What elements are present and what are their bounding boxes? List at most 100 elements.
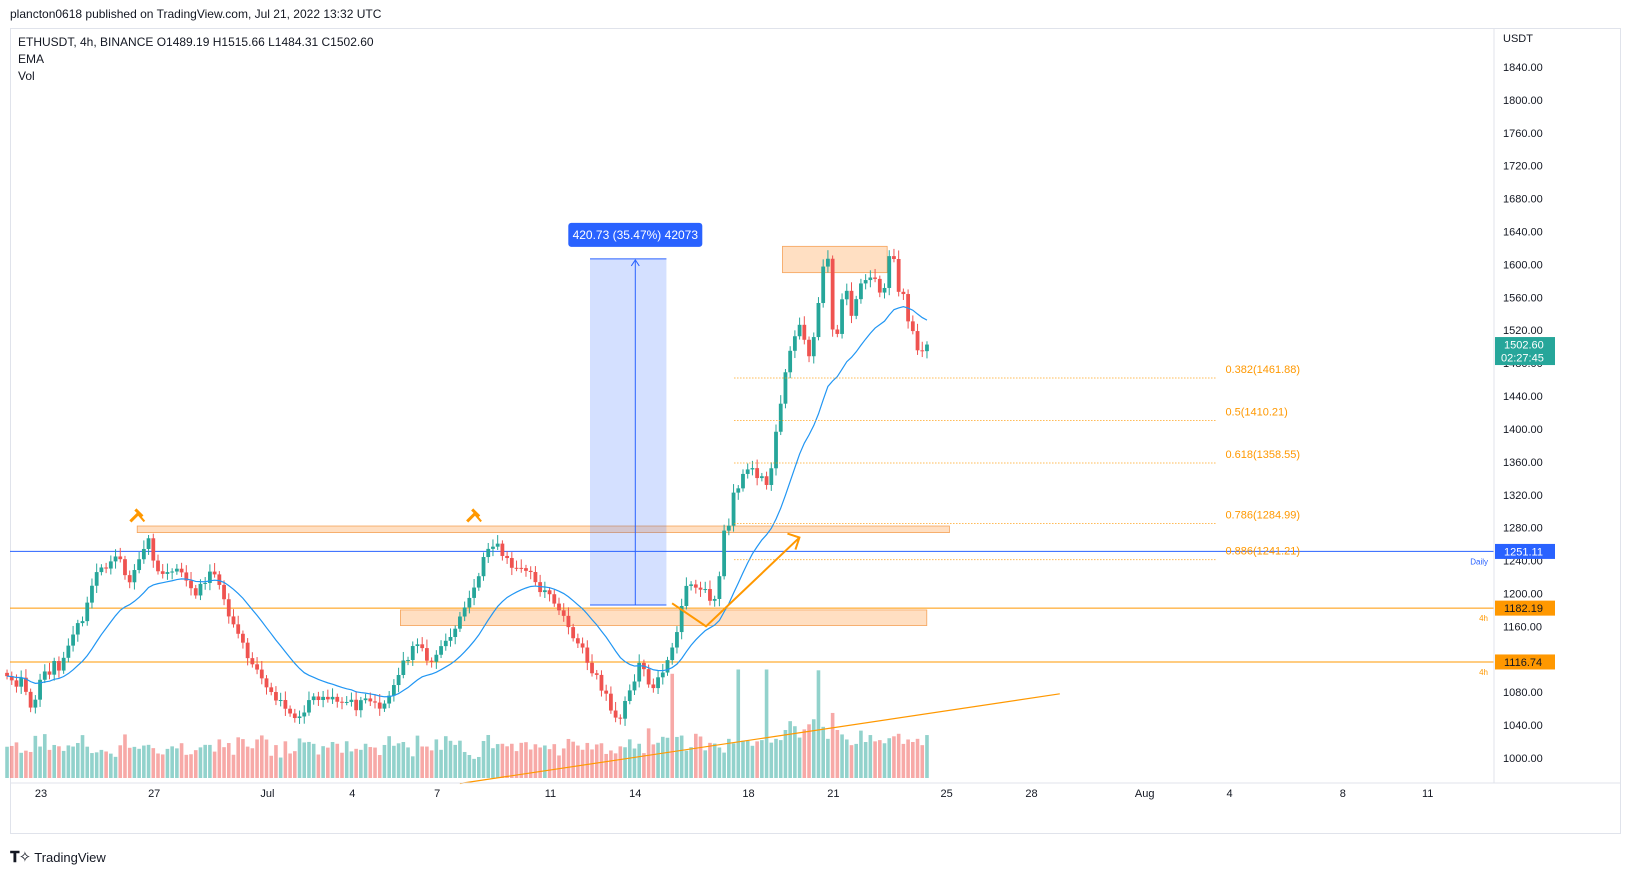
candle-body — [448, 636, 453, 641]
volume-bar — [425, 746, 429, 778]
candle-body — [792, 336, 797, 351]
candle-body — [892, 256, 896, 259]
volume-bar — [660, 736, 665, 778]
volume-bar — [925, 735, 929, 778]
candle-body — [425, 648, 429, 661]
candle-body — [736, 488, 741, 493]
candle-body — [52, 661, 57, 675]
price-label-value: 1502.60 — [1504, 340, 1544, 352]
candle-body — [127, 575, 132, 583]
fib-layer: 0.382(1461.88) 0.5(1410.21) 0.618(1358.55)… — [734, 364, 1300, 561]
resistance-zone — [782, 245, 888, 274]
volume-bar — [500, 743, 505, 778]
time-tick-label: 8 — [1340, 788, 1346, 800]
candle-body — [557, 603, 561, 611]
candle-body — [604, 690, 609, 694]
volume-bar — [467, 755, 472, 778]
candle-body — [651, 684, 656, 689]
candle-body — [439, 646, 443, 655]
price-label-value: 1251.11 — [1504, 546, 1543, 558]
neckline-zone — [136, 525, 950, 534]
candle-body — [717, 576, 722, 599]
candle-body — [38, 679, 42, 700]
volume-bar — [71, 746, 75, 778]
volume-bar — [585, 742, 590, 778]
level-tag: 4h — [1479, 614, 1488, 623]
volume-bar — [802, 729, 807, 778]
candle-body — [807, 339, 811, 357]
volume-bar — [613, 753, 618, 778]
price-tick-label: 1800.00 — [1503, 95, 1543, 107]
candle-body — [174, 568, 179, 572]
rising-trendline — [459, 693, 1060, 785]
volume-bar — [245, 746, 250, 778]
candle-body — [514, 567, 519, 569]
candle-body — [382, 703, 387, 709]
candle-body — [693, 584, 698, 588]
indicator-volume[interactable]: Vol — [18, 69, 35, 83]
time-tick-label: 23 — [35, 788, 47, 800]
candle-body — [443, 640, 448, 647]
volume-bar — [198, 747, 203, 778]
candle-body — [547, 590, 552, 595]
volume-bar — [708, 742, 712, 778]
candle-body — [637, 662, 642, 682]
volume-bar — [859, 730, 863, 778]
candle-body — [665, 660, 670, 673]
candle-body — [599, 674, 604, 691]
volume-bar — [727, 738, 731, 778]
candle-body — [533, 572, 538, 583]
price-tick-label: 1760.00 — [1503, 128, 1543, 140]
candle-body — [297, 716, 302, 719]
candle-body — [632, 681, 637, 691]
time-tick-label: 4 — [349, 788, 355, 800]
volume-bar — [297, 738, 302, 778]
indicator-ema[interactable]: EMA — [18, 52, 45, 66]
candle-body — [434, 654, 439, 662]
volume-bar — [675, 736, 679, 778]
volume-bar — [359, 749, 363, 778]
volume-bar — [85, 746, 90, 778]
candle-body — [896, 258, 901, 292]
volume-bar — [335, 743, 340, 778]
candle-body — [255, 664, 259, 670]
volume-bar — [127, 747, 132, 778]
volume-bar — [434, 739, 439, 778]
volume-bar — [783, 730, 788, 778]
candle-body — [462, 607, 467, 617]
volume-bar — [665, 737, 670, 778]
candle-body — [901, 291, 906, 295]
price-tick-label: 1560.00 — [1503, 292, 1543, 304]
candle-body — [613, 710, 618, 718]
volume-bar — [731, 743, 736, 778]
volume-bar — [528, 749, 533, 778]
symbol-ohlc[interactable]: ETHUSDT, 4h, BINANCE O1489.19 H1515.66 L… — [18, 35, 374, 49]
volume-bar — [401, 742, 406, 778]
price-tick-label: 1160.00 — [1503, 621, 1542, 633]
volume-bar — [854, 743, 859, 778]
volume-bar — [410, 756, 415, 778]
volume-bar — [736, 669, 741, 778]
candle-body — [391, 685, 396, 696]
price-axis-unit: USDT — [1503, 33, 1533, 45]
candle-body — [184, 572, 189, 581]
volume-bar — [703, 750, 708, 778]
price-label-box — [1495, 600, 1555, 616]
candle-body — [745, 469, 750, 474]
candle-body — [344, 701, 349, 703]
candle-body — [731, 492, 736, 526]
footer-brand[interactable]: 𝐓✧ TradingView — [10, 848, 106, 866]
candle-body — [519, 567, 524, 569]
candle-body — [222, 584, 226, 600]
volume-bar — [208, 744, 212, 778]
volume-bar — [491, 748, 495, 778]
candle-body — [132, 570, 137, 583]
candle-body — [859, 283, 863, 300]
candle-body — [269, 687, 274, 693]
candle-body — [28, 691, 33, 708]
volume-bar — [316, 754, 321, 778]
volume-bar — [807, 724, 811, 778]
price-tick-label: 1360.00 — [1503, 457, 1543, 469]
